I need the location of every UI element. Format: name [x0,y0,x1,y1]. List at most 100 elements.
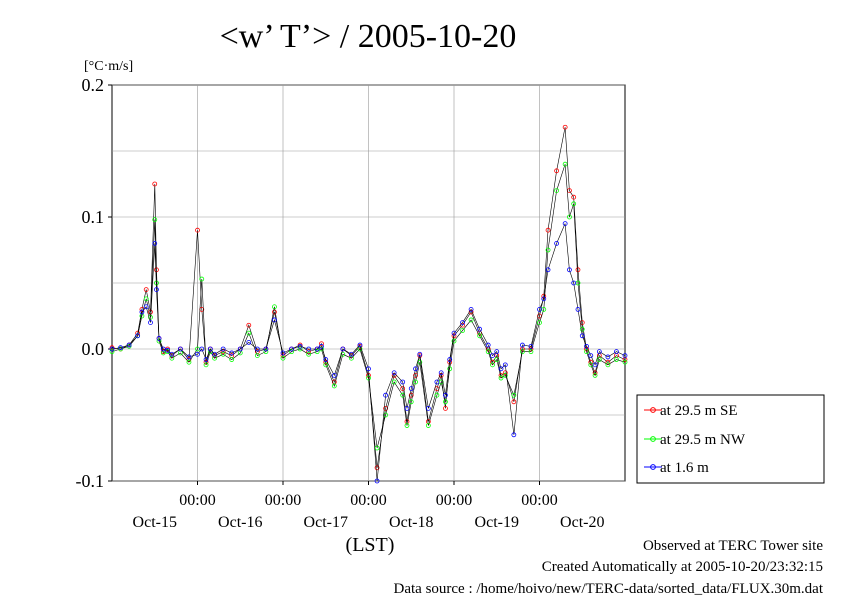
data-point [622,353,628,359]
data-point [272,309,277,315]
y-tick-label: 0.0 [82,339,105,359]
data-point [562,161,568,167]
y-axis-label: [°C·m/s] [84,59,133,74]
data-point [400,379,406,385]
data-point [584,343,589,349]
data-point [571,194,577,200]
legend-item-nw: at 29.5 m NW [644,432,746,448]
data-point [490,353,495,359]
data-point [502,372,508,378]
data-point [323,362,329,368]
data-point [605,362,611,368]
legend-label-se: at 29.5 m SE [660,403,738,419]
data-point [614,349,619,355]
data-point [177,346,183,352]
data-point [425,405,431,411]
data-point [348,351,354,357]
data-point [404,423,410,428]
data-point [438,370,444,376]
data-point [135,333,141,339]
data-point [391,370,397,376]
data-point [408,386,414,392]
data-point [331,383,337,389]
data-point [203,357,209,362]
data-point [297,346,303,352]
x-time-tick-label: 00:00 [350,492,386,509]
data-point [319,341,324,347]
data-point [306,346,312,352]
data-point [443,392,448,398]
grid-lines [112,84,625,482]
data-point [139,309,145,315]
data-point [571,201,577,207]
data-point [408,399,414,405]
data-point [195,227,200,233]
legend-box [636,394,825,484]
data-point [374,465,380,471]
data-point [425,423,431,428]
data-point [118,345,123,351]
legend-label-nw: at 29.5 m NW [660,432,746,448]
footer-observed: Observed at TERC Tower site [643,538,823,554]
data-point [520,349,525,355]
x-day-tick-label: Oct-20 [560,514,604,531]
data-point [199,346,205,352]
data-point [165,347,170,353]
data-point [263,346,269,352]
data-point [575,306,581,312]
data-point [468,317,474,323]
data-point [109,346,115,352]
data-point [404,405,410,411]
chart-title: <w’ T’> / 2005-10-20 [220,18,517,55]
data-point [254,346,260,352]
data-point [306,351,312,357]
data-point [374,478,380,484]
data-point [186,359,192,365]
data-point [203,362,209,368]
x-time-tick-label: 00:00 [436,492,472,509]
data-point [451,338,457,344]
data-point [596,357,602,362]
data-point [554,168,559,174]
x-time-tick-label: 00:00 [179,492,215,509]
data-point [460,320,465,326]
data-point [143,296,149,302]
data-point [434,379,440,385]
data-point [195,351,200,357]
data-point [520,342,525,348]
data-point [511,392,517,398]
data-point [502,370,508,376]
data-point [212,351,218,357]
legend: at 29.5 m SE at 29.5 m NW at 1.6 m [636,394,825,484]
legend-item-se: at 29.5 m SE [644,403,738,419]
footer-source: Data source : /home/hoivo/new/TERC-data/… [394,581,824,595]
data-point [229,350,235,356]
data-point [468,306,474,312]
data-point [246,322,252,328]
data-point [567,214,572,220]
data-point [152,240,158,246]
data-point [314,349,320,355]
x-axis-label: (LST) [346,534,395,556]
data-point [554,188,559,194]
data-point [314,346,320,352]
data-point [280,350,286,356]
x-day-tick-label: Oct-15 [133,514,177,531]
data-point [319,343,324,349]
y-tick-label: 0.1 [82,207,105,227]
data-point [154,287,159,293]
data-point [186,354,192,360]
data-point [289,349,294,355]
data-point [280,355,286,361]
data-point [148,320,153,326]
data-point [605,359,611,365]
data-point [306,349,312,355]
data-point [366,375,371,381]
data-point [545,227,551,233]
data-point [451,330,457,336]
data-point [246,330,252,336]
data-point [541,296,547,302]
data-point [614,357,619,362]
data-point [143,304,149,310]
x-day-tick-label: Oct-17 [304,514,348,531]
